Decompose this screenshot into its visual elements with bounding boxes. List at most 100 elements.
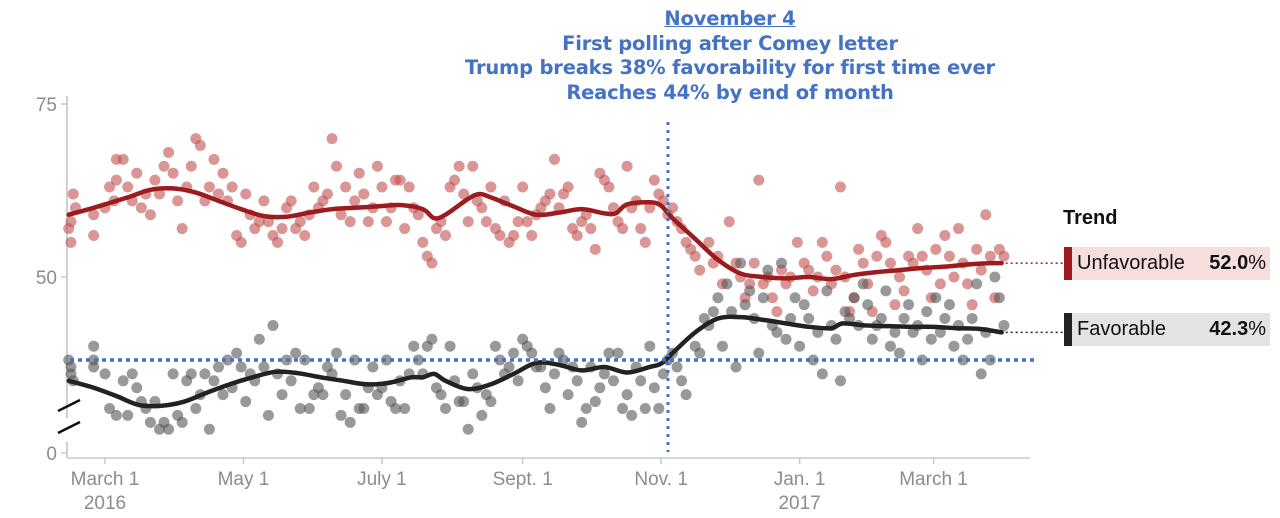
unfavorable-poll-point <box>349 195 361 207</box>
favorable-poll-point <box>99 368 111 380</box>
unfavorable-poll-point <box>667 202 678 214</box>
favorable-poll-point <box>903 299 915 311</box>
x-tick-label: Jan. 1 <box>774 469 826 490</box>
unfavorable-poll-point <box>294 216 306 228</box>
unfavorable-poll-point <box>240 188 252 200</box>
favorable-poll-point <box>617 402 629 414</box>
favorable-poll-point <box>816 368 828 380</box>
favorable-poll-point <box>798 299 810 311</box>
unfavorable-poll-point <box>871 250 883 262</box>
favorable-poll-point <box>203 423 215 435</box>
unfavorable-poll-point <box>65 216 77 228</box>
unfavorable-poll-point <box>235 236 247 248</box>
annotation-title: November 4 <box>664 7 796 30</box>
favorable-swatch <box>1064 313 1072 346</box>
favorable-poll-point <box>707 306 719 318</box>
unfavorable-poll-point <box>803 264 815 276</box>
axes <box>57 96 1030 459</box>
favorable-poll-point <box>635 375 647 387</box>
favorable-poll-point <box>562 389 574 401</box>
favorable-poll-point <box>65 361 77 373</box>
unfavorable-poll-point <box>512 216 524 228</box>
favorable-poll-point <box>694 347 706 359</box>
favorable-poll-point <box>576 416 588 428</box>
unfavorable-poll-point <box>916 250 928 262</box>
x-tick-label: May 1 <box>218 469 270 490</box>
favorable-poll-point <box>294 402 306 414</box>
favorable-poll-point <box>830 333 842 345</box>
unfavorable-poll-point <box>998 250 1010 262</box>
unfavorable-poll-point <box>88 209 100 221</box>
favorable-poll-point <box>544 402 556 414</box>
unfavorable-poll-point <box>88 229 100 241</box>
favorable-poll-point <box>857 278 869 290</box>
favorable-poll-point <box>185 368 197 380</box>
favorable-poll-point <box>458 396 470 408</box>
favorable-poll-point <box>117 375 129 387</box>
favorable-poll-point <box>993 292 1005 304</box>
favorable-poll-point <box>644 340 656 352</box>
unfavorable-poll-point <box>544 188 556 200</box>
unfavorable-poll-point <box>371 160 383 172</box>
unfavorable-poll-point <box>258 195 270 207</box>
unfavorable-swatch <box>1064 247 1072 280</box>
favorable-poll-point <box>716 340 728 352</box>
unfavorable-poll-point <box>589 243 601 255</box>
favorable-poll-point <box>122 409 134 421</box>
favorable-poll-point <box>921 306 933 318</box>
favorable-poll-point <box>367 361 379 373</box>
unfavorable-poll-point <box>344 216 356 228</box>
legend-value-number: 52.0 <box>1209 252 1249 274</box>
favorable-poll-point <box>503 361 515 373</box>
unfavorable-poll-point <box>203 181 215 193</box>
favorable-poll-point <box>494 354 506 366</box>
unfavorable-poll-point <box>462 216 474 228</box>
favorable-poll-point <box>285 375 297 387</box>
unfavorable-poll-point <box>853 243 865 255</box>
legend-item-unfavorable: Unfavorable 52.0% <box>1064 247 1270 280</box>
favorable-poll-point <box>607 375 619 387</box>
unfavorable-poll-point <box>791 236 803 248</box>
favorable-poll-point <box>258 361 270 373</box>
favorable-poll-point <box>880 285 892 297</box>
unfavorable-poll-point <box>321 188 333 200</box>
unfavorable-poll-point <box>898 285 910 297</box>
unfavorable-poll-point <box>889 299 901 311</box>
y-tick-label: 0 <box>46 444 57 465</box>
unfavorable-poll-point <box>276 223 288 235</box>
unfavorable-poll-point <box>816 236 828 248</box>
unfavorable-poll-point <box>948 271 960 283</box>
favorable-poll-point <box>730 361 742 373</box>
unfavorable-poll-point <box>984 250 996 262</box>
annotation: November 4 First polling after Comey let… <box>360 7 1100 105</box>
unfavorable-poll-point <box>176 223 188 235</box>
favorable-poll-point <box>971 278 983 290</box>
legend-value: 52.0% <box>1209 252 1266 275</box>
annotation-line: Reaches 44% by end of month <box>566 80 894 104</box>
unfavorable-poll-point <box>943 250 955 262</box>
unfavorable-poll-point <box>617 223 629 235</box>
favorable-poll-point <box>262 409 274 421</box>
unfavorable-poll-point <box>285 195 297 207</box>
favorable-poll-point <box>485 396 497 408</box>
favorable-poll-point <box>680 389 692 401</box>
favorable-poll-point <box>199 368 211 380</box>
favorable-poll-point <box>939 313 951 325</box>
x-tick-label: March 1 <box>899 469 968 490</box>
unfavorable-poll-point <box>648 174 660 186</box>
unfavorable-poll-point <box>399 223 411 235</box>
favorable-poll-point <box>358 402 370 414</box>
favorable-poll-point <box>253 333 265 345</box>
favorable-poll-point <box>648 382 660 394</box>
favorable-poll-point <box>512 375 524 387</box>
favorable-poll-point <box>240 396 252 408</box>
favorable-poll-point <box>426 333 438 345</box>
favorable-poll-point <box>467 368 479 380</box>
x-tick-label: Sept. 1 <box>493 469 553 490</box>
unfavorable-poll-point <box>110 174 122 186</box>
unfavorable-poll-point <box>67 188 79 200</box>
unfavorable-poll-point <box>526 229 538 241</box>
favorable-poll-point <box>998 319 1010 331</box>
unfavorable-poll-point <box>417 236 429 248</box>
